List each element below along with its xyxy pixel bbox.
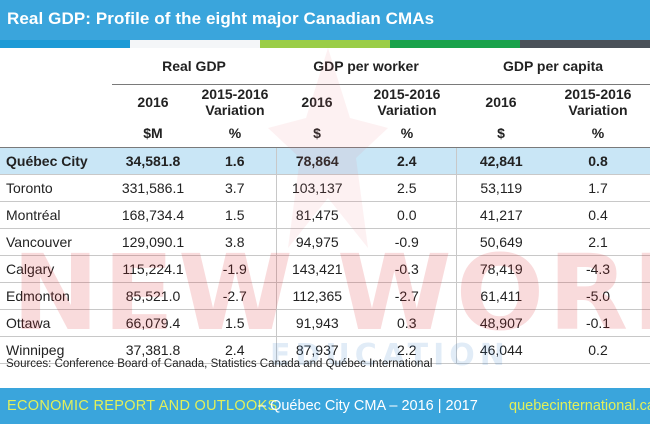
gdp-table: Real GDP GDP per worker GDP per capita 2… [0,48,650,364]
table-cell: -1.9 [194,255,276,283]
stripe-segment [520,40,650,48]
table-cell: 91,943 [275,309,358,337]
table-cell: 112,365 [275,282,358,310]
unit-row: $M % $ % $ % [0,119,650,148]
table-cell: -0.9 [358,228,456,256]
group-header-row: Real GDP GDP per worker GDP per capita [0,48,650,85]
table-row: Toronto 331,586.1 3.7 103,137 2.5 53,119 1.7 [0,174,650,202]
unit-label: $ [276,119,358,148]
color-stripes [0,40,650,48]
table-row: Edmonton 85,521.0 -2.7 112,365 -2.7 61,411 -5.… [0,282,650,310]
unit-label: $ [456,119,546,148]
table-cell: 61,411 [455,282,546,310]
table-cell: -2.7 [358,282,456,310]
city-name: Toronto [0,174,112,202]
table-cell: 2.2 [358,336,456,364]
subheader: 2015-2016 Variation [373,86,441,118]
table-cell: 3.7 [194,174,276,202]
footer-website-link[interactable]: quebecinternational.ca [509,398,650,414]
table-cell: 115,224.1 [112,255,194,283]
table-cell: 143,421 [275,255,358,283]
unit-label: % [546,119,650,148]
stripe-segment [0,40,130,48]
table-row: Calgary 115,224.1 -1.9 143,421 -0.3 78,419 -4.… [0,255,650,283]
city-name: Ottawa [0,309,112,337]
city-name: Winnipeg [0,336,112,364]
unit-label: $M [112,119,194,148]
table-cell: 129,090.1 [112,228,194,256]
city-name: Vancouver [0,228,112,256]
group-real-gdp: Real GDP [112,48,276,85]
table-cell: 2.4 [358,147,456,175]
table-cell: 46,044 [455,336,546,364]
table-row: Montréal 168,734.4 1.5 81,475 0.0 41,217 0.4 [0,201,650,229]
table-cell: 168,734.4 [112,201,194,229]
table-cell: 331,586.1 [112,174,194,202]
table-cell: 94,975 [275,228,358,256]
table-cell: 2.5 [358,174,456,202]
subheader: 2016 [301,94,333,110]
table-row: Québec City 34,581.8 1.6 78,864 2.4 42,841 0.8 [0,147,650,175]
table-cell: 0.0 [358,201,456,229]
table-cell: -5.0 [546,282,650,310]
empty-corner [0,48,112,85]
table-cell: 0.8 [546,147,650,175]
table-cell: 0.3 [358,309,456,337]
table-cell: 2.4 [194,336,276,364]
group-gdp-per-capita: GDP per capita [456,48,650,85]
table-cell: 1.7 [546,174,650,202]
city-name: Montréal [0,201,112,229]
page-title: Real GDP: Profile of the eight major Can… [7,9,435,28]
city-name: Edmonton [0,282,112,310]
city-name: Calgary [0,255,112,283]
table-cell: 1.5 [194,309,276,337]
table-cell: 53,119 [455,174,546,202]
stripe-segment [130,40,260,48]
table-cell: -2.7 [194,282,276,310]
table-cell: 81,475 [275,201,358,229]
header-bar: Real GDP: Profile of the eight major Can… [0,0,650,40]
table-cell: 34,581.8 [112,147,194,175]
table-cell: -0.3 [358,255,456,283]
table-cell: 41,217 [455,201,546,229]
table-cell: 37,381.8 [112,336,194,364]
subheader: 2015-2016 Variation [564,86,632,118]
table-cell: 1.5 [194,201,276,229]
table-row: Ottawa 66,079.4 1.5 91,943 0.3 48,907 -0.1 [0,309,650,337]
table-cell: 2.1 [546,228,650,256]
table-row: Winnipeg 37,381.8 2.4 87,937 2.2 46,044 0.2 [0,336,650,364]
sources-note: Sources: Conference Board of Canada, Sta… [6,358,433,370]
table-cell: 0.4 [546,201,650,229]
stripe-segment [390,40,520,48]
subheader: 2016 [137,94,169,110]
footer-subtitle: – Québec City CMA – 2016 | 2017 [258,398,478,414]
group-gdp-per-worker: GDP per worker [276,48,456,85]
table-cell: 3.8 [194,228,276,256]
footer-bar: ECONOMIC REPORT AND OUTLOOKS – Québec Ci… [0,388,650,424]
table-cell: 42,841 [455,147,546,175]
table-cell: 78,864 [275,147,358,175]
subheader: 2016 [485,94,517,110]
table-cell: -0.1 [546,309,650,337]
table-cell: 66,079.4 [112,309,194,337]
table-row: Vancouver 129,090.1 3.8 94,975 -0.9 50,649 2.1 [0,228,650,256]
city-name: Québec City [0,147,112,175]
table-cell: -4.3 [546,255,650,283]
stripe-segment [260,40,390,48]
table-cell: 48,907 [455,309,546,337]
table-cell: 50,649 [455,228,546,256]
table-cell: 0.2 [546,336,650,364]
table-cell: 85,521.0 [112,282,194,310]
footer-report-title: ECONOMIC REPORT AND OUTLOOKS [7,398,278,414]
table-cell: 78,419 [455,255,546,283]
table-cell: 1.6 [194,147,276,175]
table-cell: 103,137 [275,174,358,202]
subheader-row: 2016 2015-2016 Variation 2016 2015-2016 … [0,85,650,120]
subheader: 2015-2016 Variation [201,86,269,118]
table-cell: 87,937 [275,336,358,364]
unit-label: % [358,119,456,148]
unit-label: % [194,119,276,148]
